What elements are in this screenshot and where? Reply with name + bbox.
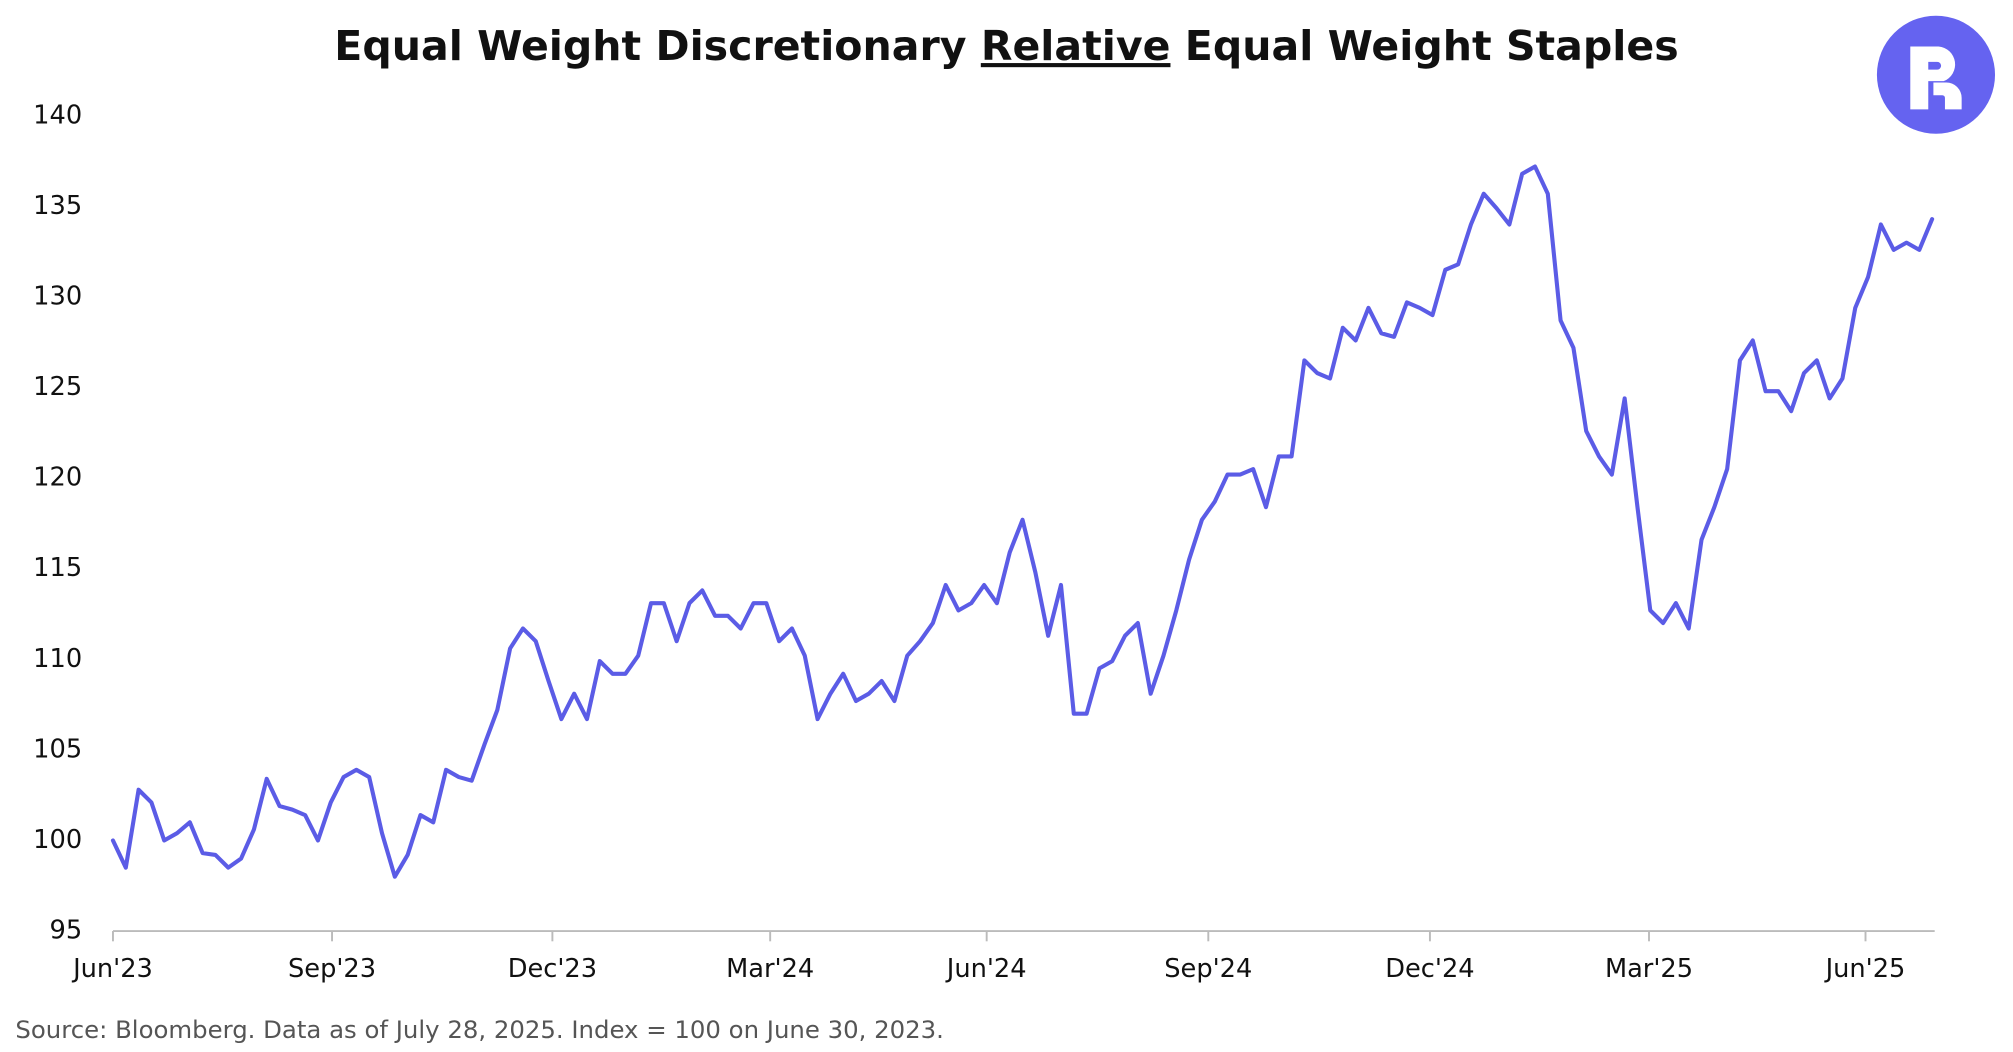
x-tick-label: Jun'24: [945, 954, 1027, 984]
chart-title: Equal Weight Discretionary Relative Equa…: [334, 22, 1678, 70]
y-tick-label: 140: [33, 100, 82, 130]
x-tick-label: Dec'24: [1385, 954, 1474, 984]
x-tick-label: Sep'24: [1164, 954, 1252, 984]
logo: [1876, 15, 1996, 134]
source-note: Source: Bloomberg. Data as of July 28, 2…: [15, 1015, 943, 1044]
y-tick-label: 105: [33, 734, 82, 764]
x-tick-label: Jun'25: [1824, 954, 1906, 984]
title-underlined: Relative: [981, 22, 1171, 70]
y-tick-label: 125: [33, 372, 82, 402]
x-tick-label: Mar'24: [726, 954, 814, 984]
y-tick-label: 130: [33, 281, 82, 311]
y-tick-label: 120: [33, 463, 82, 493]
y-tick-label: 135: [33, 191, 82, 221]
y-tick-label: 110: [33, 644, 82, 674]
line-series: [110, 164, 1935, 879]
x-tick-label: Sep'23: [288, 954, 376, 984]
y-tick-label: 95: [50, 916, 83, 946]
y-tick-label: 100: [33, 825, 82, 855]
x-tick-label: Mar'25: [1605, 954, 1693, 984]
title-part: Equal Weight Staples: [1170, 22, 1678, 70]
x-tick-label: Dec'23: [508, 954, 597, 984]
title-part: Equal Weight Discretionary: [334, 22, 981, 70]
x-tick-label: Jun'23: [71, 954, 153, 984]
y-tick-label: 115: [33, 553, 82, 583]
